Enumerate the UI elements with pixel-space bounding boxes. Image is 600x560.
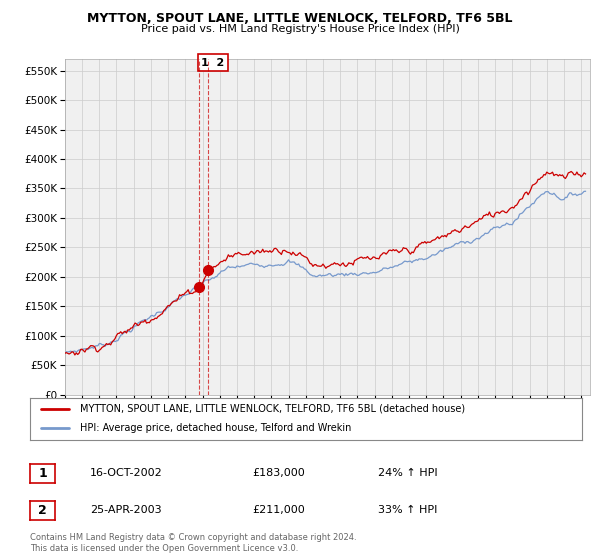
Text: 1: 1 (38, 467, 47, 480)
Text: 24% ↑ HPI: 24% ↑ HPI (378, 468, 437, 478)
Text: £211,000: £211,000 (252, 505, 305, 515)
Text: £183,000: £183,000 (252, 468, 305, 478)
Text: Contains HM Land Registry data © Crown copyright and database right 2024.
This d: Contains HM Land Registry data © Crown c… (30, 533, 356, 553)
Text: MYTTON, SPOUT LANE, LITTLE WENLOCK, TELFORD, TF6 5BL (detached house): MYTTON, SPOUT LANE, LITTLE WENLOCK, TELF… (80, 404, 465, 414)
Text: 33% ↑ HPI: 33% ↑ HPI (378, 505, 437, 515)
Text: 1  2: 1 2 (202, 58, 225, 68)
Text: Price paid vs. HM Land Registry's House Price Index (HPI): Price paid vs. HM Land Registry's House … (140, 24, 460, 34)
Text: HPI: Average price, detached house, Telford and Wrekin: HPI: Average price, detached house, Telf… (80, 423, 351, 433)
Text: MYTTON, SPOUT LANE, LITTLE WENLOCK, TELFORD, TF6 5BL: MYTTON, SPOUT LANE, LITTLE WENLOCK, TELF… (87, 12, 513, 25)
Text: 2: 2 (38, 503, 47, 517)
Text: 16-OCT-2002: 16-OCT-2002 (90, 468, 163, 478)
Text: 25-APR-2003: 25-APR-2003 (90, 505, 161, 515)
